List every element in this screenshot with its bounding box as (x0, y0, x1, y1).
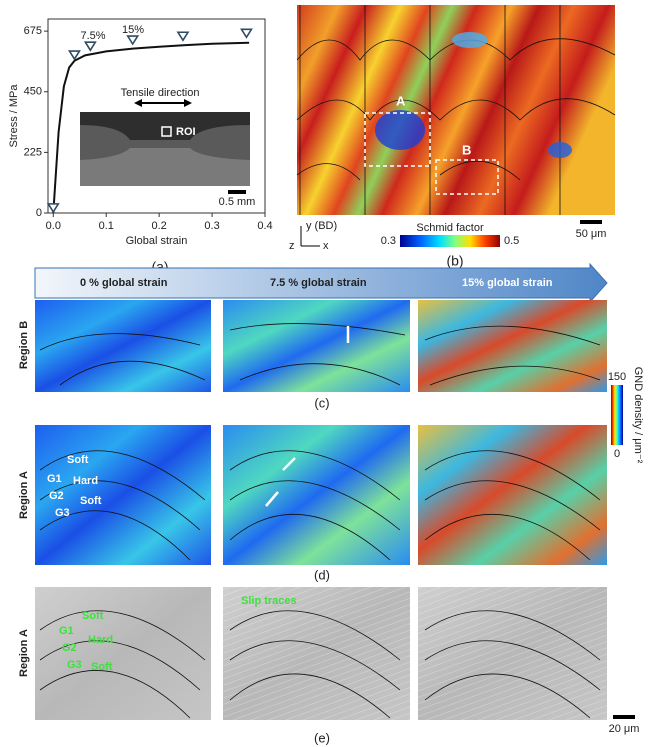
grain-boundaries (39, 610, 601, 719)
grain-label: Soft (82, 610, 104, 622)
colorbar-label: 0.3 (381, 235, 396, 247)
region-box (435, 159, 499, 195)
map-image (452, 32, 488, 48)
grain-label: Soft (80, 495, 102, 507)
arrow (265, 491, 279, 507)
grain-label: Hard (73, 475, 98, 487)
gnd-row-d: Soft G1 Hard G2 Soft G3 (35, 425, 607, 565)
colorbar (611, 385, 623, 445)
axis-label: y (BD) (306, 220, 337, 232)
inset-image (80, 148, 250, 186)
plot-frame (47, 18, 266, 214)
scale-bar (228, 190, 246, 194)
grain-boundaries (39, 450, 601, 561)
x-tick-label: 0.4 (257, 220, 272, 232)
x-tick-label: 0.1 (99, 220, 114, 232)
strain-arrow (34, 262, 608, 304)
inset-image (80, 112, 250, 140)
colorbar (400, 235, 500, 247)
strain-step: 15% global strain (462, 277, 553, 289)
grain-label: G2 (62, 642, 77, 654)
grain-label: Soft (67, 454, 89, 466)
scale-bar (580, 220, 602, 224)
colorbar-title: GND density / μm⁻² (632, 367, 644, 464)
row-label: Region A (18, 471, 30, 519)
map-image (223, 425, 410, 565)
map-image (548, 142, 572, 158)
roi-label: ROI (176, 126, 196, 138)
x-tick-label: 0.3 (204, 220, 219, 232)
scale-bar (613, 715, 635, 719)
marker (176, 31, 190, 42)
colorbar-label: 150 (608, 371, 626, 383)
row-label: Region A (18, 629, 30, 677)
gnd-row-c (35, 300, 607, 392)
slip-label: Slip traces (241, 595, 297, 607)
row-label: Region B (18, 321, 30, 369)
schmid-map: A B (296, 5, 616, 215)
inset-title: Tensile direction (121, 87, 200, 99)
stress-curve (52, 41, 250, 214)
region-label: B (462, 142, 471, 157)
marker (83, 41, 97, 52)
panel-label: (c) (314, 395, 329, 410)
grain-label: G3 (55, 507, 70, 519)
grain-label: G2 (49, 490, 64, 502)
grain-label: G3 (67, 659, 82, 671)
sem-row-e: Slip traces Soft G1 Hard G2 G3 Soft (35, 587, 607, 720)
strain-step: 7.5 % global strain (270, 277, 367, 289)
axes-icon: y (BD) z x (289, 220, 337, 252)
arrow (282, 457, 296, 471)
region-box (364, 112, 431, 167)
sem-image (223, 587, 410, 720)
y-tick-label: 675 (24, 25, 42, 37)
sem-image (418, 587, 607, 720)
grain-label: G1 (59, 625, 74, 637)
region-label: A (396, 93, 406, 108)
scale-label: 50 μm (576, 228, 607, 240)
colorbar-label: 0 (614, 448, 620, 460)
y-axis-label: Stress / MPa (8, 84, 20, 148)
panel-label: (b) (446, 253, 463, 269)
map-image (375, 110, 425, 150)
axis-label: x (323, 240, 329, 252)
marker (240, 28, 253, 39)
axis-label: z (289, 240, 295, 252)
grain-boundaries (296, 5, 616, 215)
x-axis-label: Global strain (126, 235, 188, 247)
annotation: 15% (122, 24, 144, 36)
map-image (418, 425, 607, 565)
stress-strain-chart: 0.0 0.1 0.2 0.3 0.4 0 225 450 675 Global strain St… (8, 18, 273, 247)
colorbar-title: Schmid factor (416, 222, 484, 234)
grain-label: G1 (47, 473, 62, 485)
y-tick-label: 450 (24, 86, 42, 98)
strain-step: 0 % global strain (80, 277, 168, 289)
roi-box (161, 126, 172, 137)
colorbar-label: 0.5 (504, 235, 519, 247)
map-image (223, 300, 410, 392)
map-image (418, 300, 607, 392)
panel-label: (d) (314, 567, 330, 582)
annotation: 7.5% (80, 30, 105, 42)
y-tick-label: 225 (24, 146, 42, 158)
y-tick-label: 0 (36, 207, 42, 219)
map-image (35, 425, 211, 565)
grain-label: Soft (91, 661, 113, 673)
map-image (35, 300, 211, 392)
x-tick-label: 0.0 (46, 220, 61, 232)
grain-boundaries (39, 323, 601, 386)
grain-label: Hard (88, 634, 113, 646)
marker (126, 35, 140, 46)
scale-label: 0.5 mm (219, 196, 256, 208)
inset: Tensile direction ROI 0.5 mm (80, 87, 255, 208)
scale-label: 20 μm (609, 723, 640, 735)
marker (68, 50, 81, 61)
marker (46, 203, 60, 214)
panel-label: (e) (314, 730, 330, 745)
x-tick-label: 0.2 (151, 220, 166, 232)
sem-image (35, 587, 211, 720)
